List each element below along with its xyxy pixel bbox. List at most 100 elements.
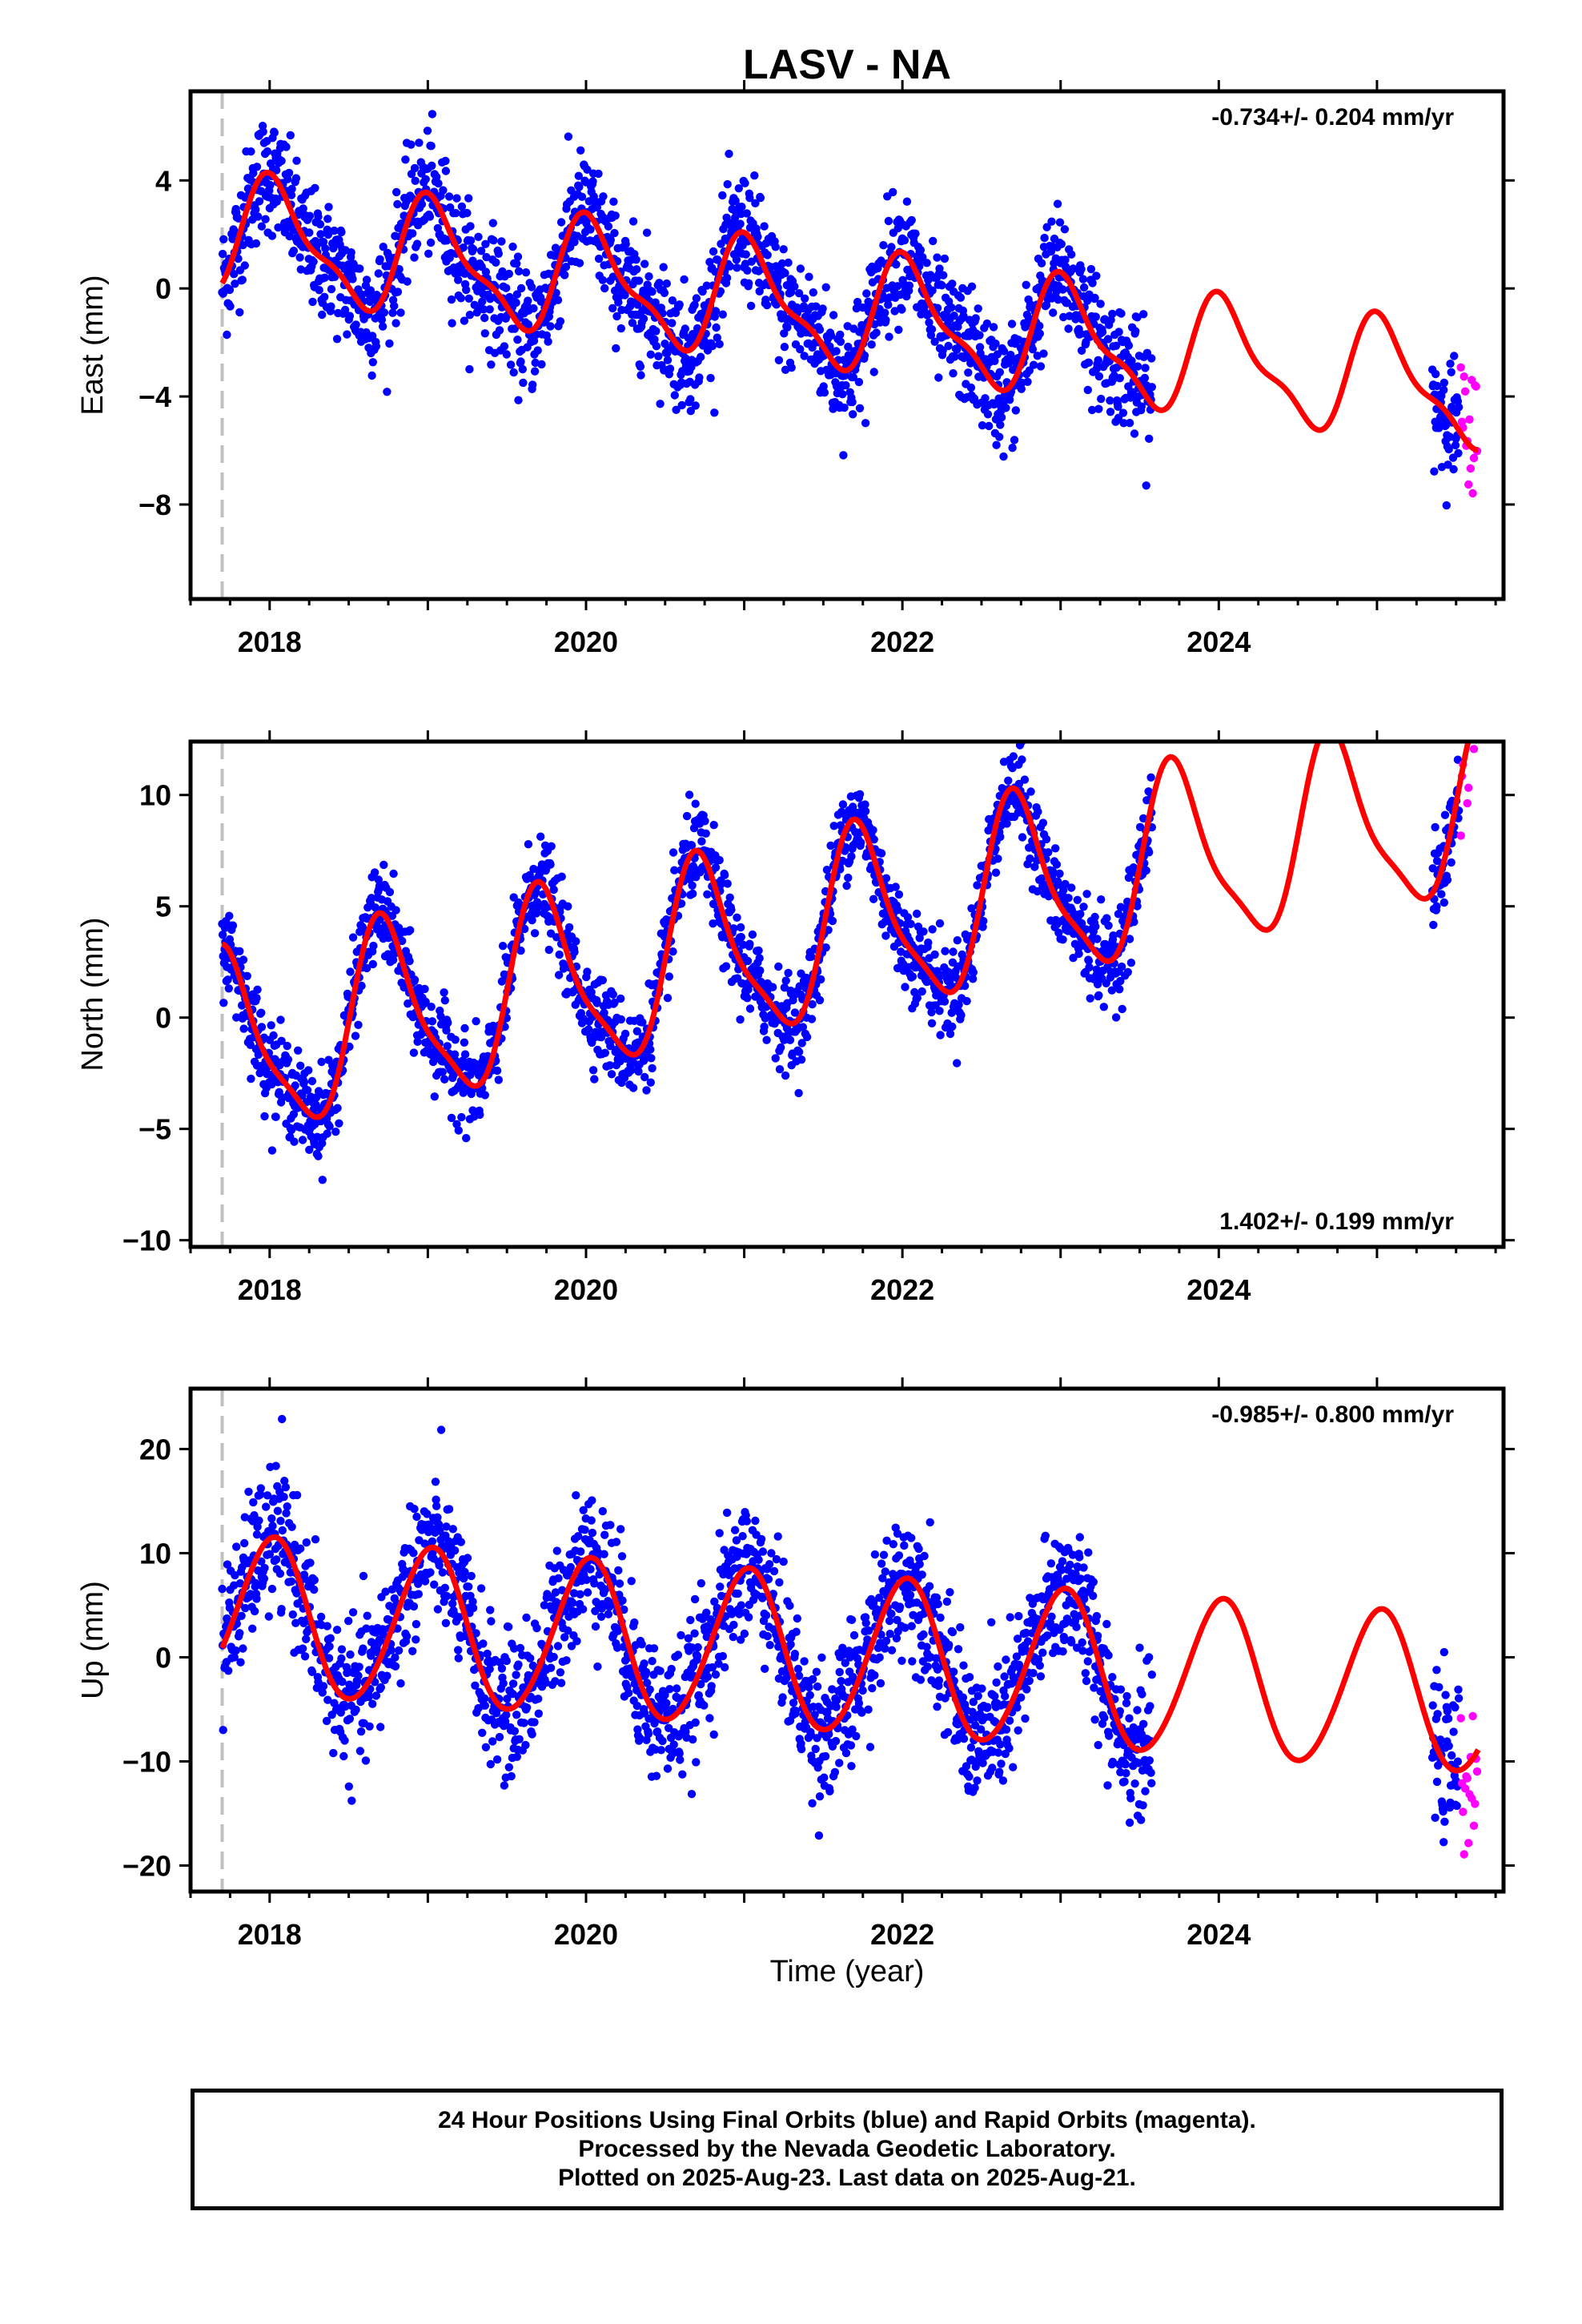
north-final-point (1051, 844, 1060, 853)
north-final-point (962, 996, 971, 1006)
north-final-point (260, 1112, 269, 1121)
up-final-point (302, 1538, 311, 1547)
north-final-point (1067, 883, 1076, 892)
east-final-point (487, 360, 496, 369)
east-final-point (567, 186, 576, 195)
east-final-point (944, 341, 953, 351)
east-final-point (287, 184, 296, 194)
north-final-point (815, 995, 825, 1005)
north-final-point (784, 968, 793, 978)
up-final-point (553, 1642, 563, 1651)
north-rapid-point (1464, 783, 1473, 792)
east-final-point (812, 302, 821, 311)
east-y-tick-label: 0 (155, 272, 171, 305)
north-final-point (442, 1026, 451, 1035)
east-final-point (933, 253, 942, 262)
east-final-point (710, 408, 719, 417)
north-final-point (838, 800, 848, 809)
east-final-point (379, 243, 387, 251)
east-final-point (371, 342, 381, 351)
east-final-point (884, 300, 893, 309)
east-final-point (513, 252, 523, 261)
up-final-point (420, 1577, 430, 1586)
up-final-point (568, 1598, 577, 1607)
north-final-point (318, 1176, 327, 1184)
north-final-point (1115, 985, 1124, 994)
east-final-point (999, 452, 1008, 461)
east-final-point (375, 255, 384, 263)
east-frame (188, 89, 1506, 601)
east-final-point (604, 222, 613, 231)
east-final-point (320, 292, 329, 301)
up-final-point (516, 1643, 525, 1653)
east-final-point (513, 336, 522, 344)
north-final-point (941, 947, 950, 955)
up-final-point (508, 1679, 518, 1688)
east-final-point (982, 319, 992, 328)
north-final-point (797, 1055, 806, 1064)
up-final-point (361, 1756, 371, 1765)
east-final-point (1049, 308, 1058, 317)
north-final-point (869, 895, 878, 903)
east-final-point (378, 322, 387, 331)
north-final-point (370, 868, 379, 877)
east-final-point (502, 350, 511, 359)
east-final-point (918, 253, 927, 262)
north-final-point (1431, 822, 1439, 832)
up-final-point (326, 1634, 335, 1642)
east-final-point (1058, 285, 1067, 294)
north-final-point (1018, 755, 1026, 764)
east-final-point (1447, 368, 1456, 376)
east-final-point (711, 307, 721, 316)
east-final-point (849, 410, 857, 419)
east-final-point (395, 265, 404, 274)
east-final-point (327, 284, 336, 294)
east-final-point (425, 212, 435, 221)
north-final-point (745, 1004, 755, 1013)
east-final-point (681, 324, 689, 333)
east-final-point (1010, 436, 1019, 444)
east-final-point (949, 369, 958, 378)
north-final-point (1009, 752, 1018, 761)
up-final-point (436, 1425, 446, 1434)
east-final-point (452, 208, 460, 218)
east-final-point (950, 352, 959, 361)
north-final-point (549, 885, 558, 895)
north-x-tick-label: 2020 (554, 1273, 618, 1306)
east-final-point (323, 215, 332, 223)
east-final-point (718, 310, 727, 319)
east-final-point (753, 232, 762, 241)
east-final-point (459, 243, 468, 252)
east-final-point (889, 187, 897, 197)
east-final-point (576, 146, 585, 155)
east-final-point (836, 330, 845, 340)
north-final-point (697, 837, 706, 846)
north-final-point (1104, 921, 1113, 931)
north-final-point (398, 936, 407, 946)
east-final-point (855, 404, 865, 412)
north-final-point (388, 955, 398, 965)
east-final-point (460, 316, 469, 325)
north-final-point (1055, 869, 1064, 879)
east-final-point (575, 259, 584, 267)
east-final-point (489, 236, 498, 245)
north-final-point (357, 981, 366, 991)
north-final-point (1097, 895, 1106, 904)
north-final-point (669, 848, 678, 857)
north-final-point (452, 1120, 461, 1129)
east-final-point (1114, 402, 1122, 411)
north-x-tick-label: 2024 (1186, 1273, 1251, 1306)
east-final-point (481, 267, 491, 276)
east-final-point (853, 297, 862, 307)
north-final-point (557, 872, 566, 881)
east-final-point (1449, 464, 1458, 474)
east-plot-area (218, 91, 1482, 599)
up-final-point (514, 1660, 523, 1669)
north-final-point (919, 927, 928, 936)
east-final-point (223, 330, 231, 340)
east-final-point (985, 421, 994, 431)
up-final-point (283, 1502, 291, 1511)
north-final-point (953, 936, 962, 945)
east-rapid-point (1460, 372, 1468, 381)
east-final-point (1065, 312, 1074, 320)
